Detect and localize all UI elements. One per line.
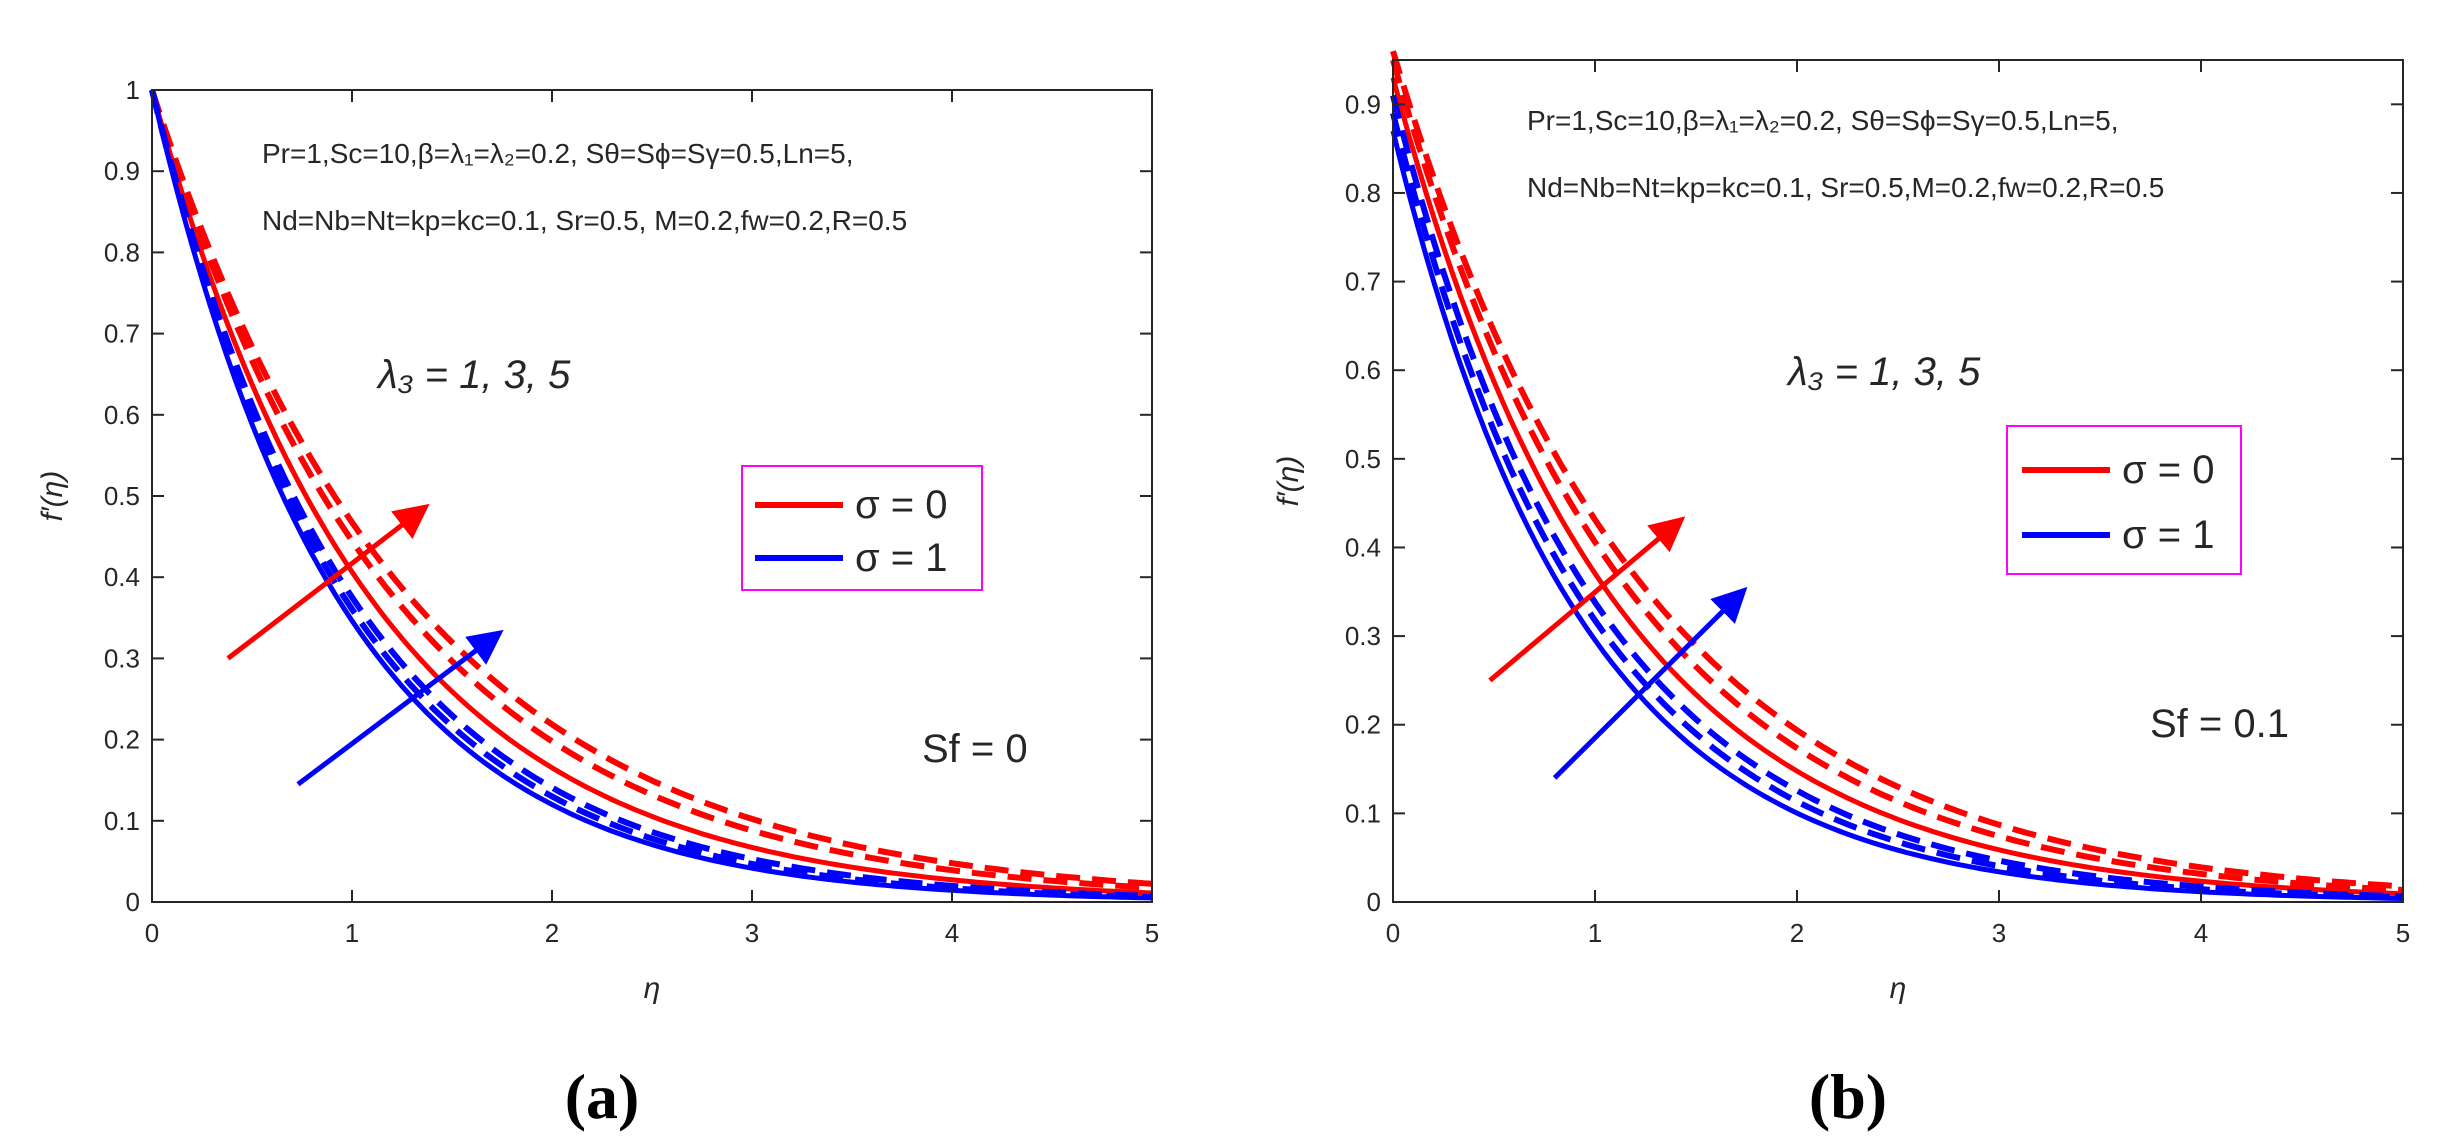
red-arrow	[1488, 516, 1686, 683]
red-arrow	[226, 503, 430, 661]
legend-label-sigma1-b: σ = 1	[2122, 513, 2215, 557]
x-tick-label: 4	[2194, 918, 2208, 948]
x-tick-label: 3	[745, 918, 759, 948]
param-line1-b: Pr=1,Sc=10,β=λ₁=λ₂=0.2, Sθ=Sϕ=Sγ=0.5,Ln=…	[1527, 105, 2119, 136]
x-tick-label: 4	[945, 918, 959, 948]
blue-arrow	[296, 629, 504, 787]
series-line-3	[149, 89, 1153, 887]
panel-b: 0 1 2 3 4 5 0 0.1 0.2 0.3 0.4 0.5 0.6 0.7 0.8 0.9 Pr=1…	[1272, 50, 2410, 1132]
legend-box-a	[741, 465, 983, 591]
y-tick-label: 0	[126, 887, 140, 917]
y-tick-label: 0.1	[104, 806, 140, 836]
y-tick-label: 0.7	[104, 319, 140, 349]
arrows-a	[226, 503, 504, 787]
caption-b: (b)	[1809, 1061, 1887, 1132]
x-tick-label: 3	[1992, 918, 2006, 948]
x-axis-label-b: η	[1890, 972, 1907, 1005]
series-line-1	[149, 89, 1153, 896]
x-tick-label: 1	[345, 918, 359, 948]
y-tick-label: 0	[1367, 887, 1381, 917]
x-axis-label-a: η	[644, 972, 661, 1005]
y-tick-label: 1	[126, 75, 140, 105]
param-line1-a: Pr=1,Sc=10,β=λ₁=λ₂=0.2, Sθ=Sϕ=Sγ=0.5,Ln=…	[262, 138, 854, 169]
blue-arrow	[1552, 586, 1748, 780]
x-ticks-a: 0 1 2 3 4 5	[145, 90, 1159, 948]
y-tick-label: 0.9	[104, 156, 140, 186]
series-line-1	[1390, 77, 2404, 897]
y-tick-label: 0.1	[1345, 798, 1381, 828]
arrows-b	[1488, 516, 1748, 780]
series-line-6	[149, 89, 1153, 899]
y-tick-label: 0.3	[104, 643, 140, 673]
legend-label-sigma0-a: σ = 0	[855, 483, 948, 527]
caption-a: (a)	[565, 1061, 640, 1132]
y-tick-label: 0.4	[104, 562, 140, 592]
y-tick-label: 0.2	[104, 725, 140, 755]
x-tick-label: 0	[1386, 918, 1400, 948]
legend-box-b	[2006, 425, 2242, 575]
x-tick-label: 5	[2396, 918, 2410, 948]
y-tick-label: 0.4	[1345, 532, 1381, 562]
y-axis-label-b: f′(η)	[1272, 456, 1305, 507]
y-tick-label: 0.5	[1345, 444, 1381, 474]
curves-b	[1390, 50, 2404, 901]
axes-frame-b	[1392, 59, 2404, 903]
y-tick-label: 0.6	[104, 400, 140, 430]
sf-label-a: Sf = 0	[922, 727, 1028, 771]
x-tick-label: 2	[545, 918, 559, 948]
x-tick-label: 5	[1145, 918, 1159, 948]
param-line2-b: Nd=Nb=Nt=kp=kc=0.1, Sr=0.5,M=0.2,fw=0.2,…	[1527, 172, 2164, 203]
y-tick-label: 0.8	[1345, 178, 1381, 208]
panel-a: 0 1 2 3 4 5 0 0.1 0.2 0.3 0.4 0.5 0.6 0.7 0.8 0.9 1 Pr=…	[36, 75, 1159, 1132]
x-ticks-b: 0 1 2 3 4 5	[1386, 60, 2410, 948]
y-axis-label-a: f′(η)	[36, 471, 69, 522]
lambda-label-a: λ₃ = 1, 3, 5	[376, 353, 571, 397]
curves-a	[149, 89, 1153, 901]
y-tick-label: 0.3	[1345, 621, 1381, 651]
y-tick-label: 0.2	[1345, 710, 1381, 740]
legend-a: σ = 0 σ = 1	[741, 465, 983, 591]
y-tick-label: 0.8	[104, 237, 140, 267]
legend-label-sigma0-b: σ = 0	[2122, 448, 2215, 492]
y-tick-label: 0.7	[1345, 267, 1381, 297]
series-line-5	[1390, 112, 2404, 901]
x-tick-label: 2	[1790, 918, 1804, 948]
sf-label-b: Sf = 0.1	[2150, 702, 2289, 746]
y-tick-label: 0.5	[104, 481, 140, 511]
legend-b: σ = 0 σ = 1	[2006, 425, 2242, 575]
series-line-3	[1390, 50, 2404, 890]
lambda-label-b: λ₃ = 1, 3, 5	[1786, 350, 1981, 394]
series-line-6	[1390, 94, 2404, 900]
y-ticks-b: 0 0.1 0.2 0.3 0.4 0.5 0.6 0.7 0.8 0.9	[1345, 89, 2403, 917]
legend-label-sigma1-a: σ = 1	[855, 536, 948, 580]
y-tick-label: 0.6	[1345, 355, 1381, 385]
x-tick-label: 0	[145, 918, 159, 948]
series-line-2	[149, 89, 1153, 891]
x-tick-label: 1	[1588, 918, 1602, 948]
y-tick-label: 0.9	[1345, 89, 1381, 119]
series-line-2	[1390, 59, 2404, 893]
param-line2-a: Nd=Nb=Nt=kp=kc=0.1, Sr=0.5, M=0.2,fw=0.2…	[262, 205, 907, 236]
y-ticks-a: 0 0.1 0.2 0.3 0.4 0.5 0.6 0.7 0.8 0.9 1	[104, 75, 1152, 917]
